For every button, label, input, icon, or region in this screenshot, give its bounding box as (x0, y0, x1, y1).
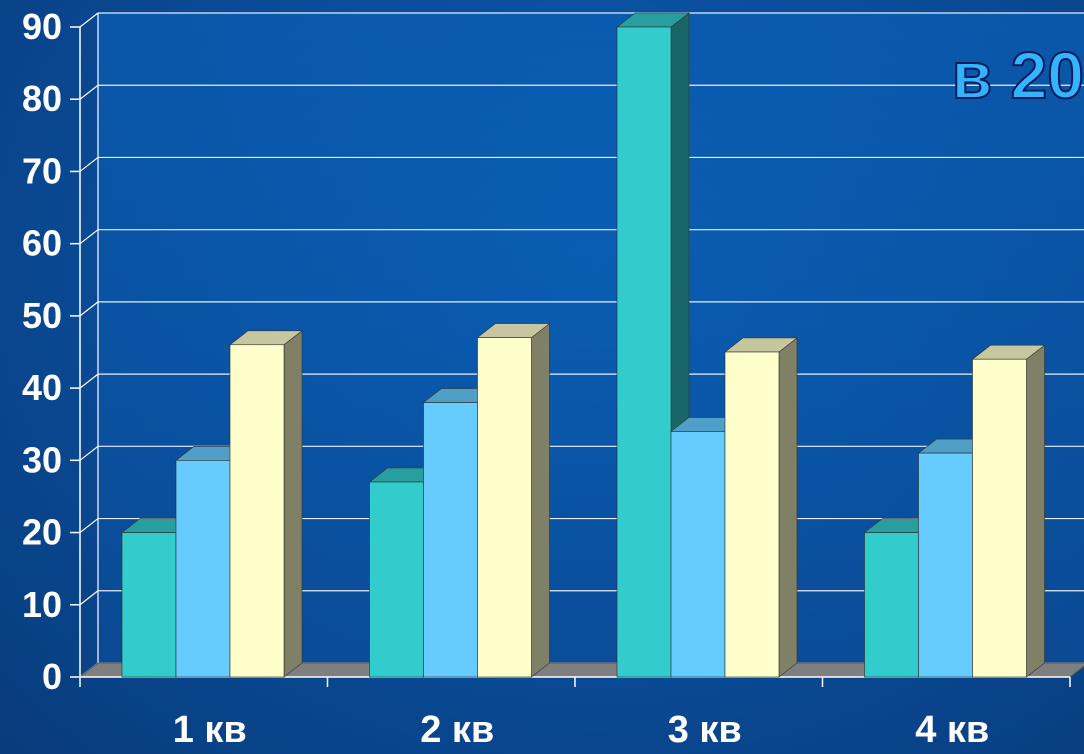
y-tick-label: 20 (22, 512, 62, 553)
bars (121, 12, 1046, 678)
bar-side (1026, 344, 1045, 678)
bar (971, 344, 1046, 678)
x-tick-label: 1 кв (173, 709, 247, 751)
banner-text: в 20 (952, 38, 1084, 112)
bar-front (477, 337, 532, 678)
x-tick-label: 2 кв (420, 709, 494, 751)
bar-front (121, 532, 177, 678)
bar (724, 337, 798, 678)
y-tick-label: 90 (22, 6, 62, 47)
bar-side (283, 330, 303, 678)
y-tick-label: 60 (22, 223, 62, 264)
gridline-side (79, 590, 99, 606)
bar-front (423, 402, 478, 678)
bar-front (918, 452, 973, 678)
bar-front (175, 460, 231, 678)
bar-front (369, 481, 424, 678)
gridline-side (79, 229, 99, 245)
bar (476, 322, 551, 678)
y-tick-labels: 0 10 20 30 40 50 60 70 80 90 (22, 6, 62, 697)
bar-front (724, 351, 780, 678)
bar-side (778, 337, 798, 678)
y-tick-label: 30 (22, 439, 62, 480)
bar-front (670, 431, 726, 678)
y-tick-label: 70 (22, 150, 62, 191)
gridline-side (79, 373, 99, 389)
banner: в 20 (951, 37, 1084, 113)
bar-side (531, 322, 550, 678)
gridline-side (79, 84, 99, 100)
x-tick-label: 3 кв (668, 709, 742, 751)
y-tick-label: 10 (22, 584, 62, 625)
bar-front (972, 358, 1027, 678)
gridline-side (79, 445, 99, 461)
y-tick-label: 0 (42, 656, 62, 697)
x-tick-labels: 1 кв 2 кв 3 кв 4 кв (173, 709, 990, 751)
x-tick-label: 4 кв (915, 709, 989, 751)
gridline-side (79, 301, 99, 317)
bar (229, 330, 303, 678)
gridline-side (79, 518, 99, 534)
y-tick-label: 50 (22, 295, 62, 336)
gridline-side (79, 12, 99, 28)
bar-front (864, 532, 919, 678)
bar-front (616, 26, 672, 678)
gridline-side (79, 156, 99, 172)
y-tick-label: 80 (22, 78, 62, 119)
y-tick-label: 40 (22, 367, 62, 408)
bar-front (229, 344, 285, 678)
